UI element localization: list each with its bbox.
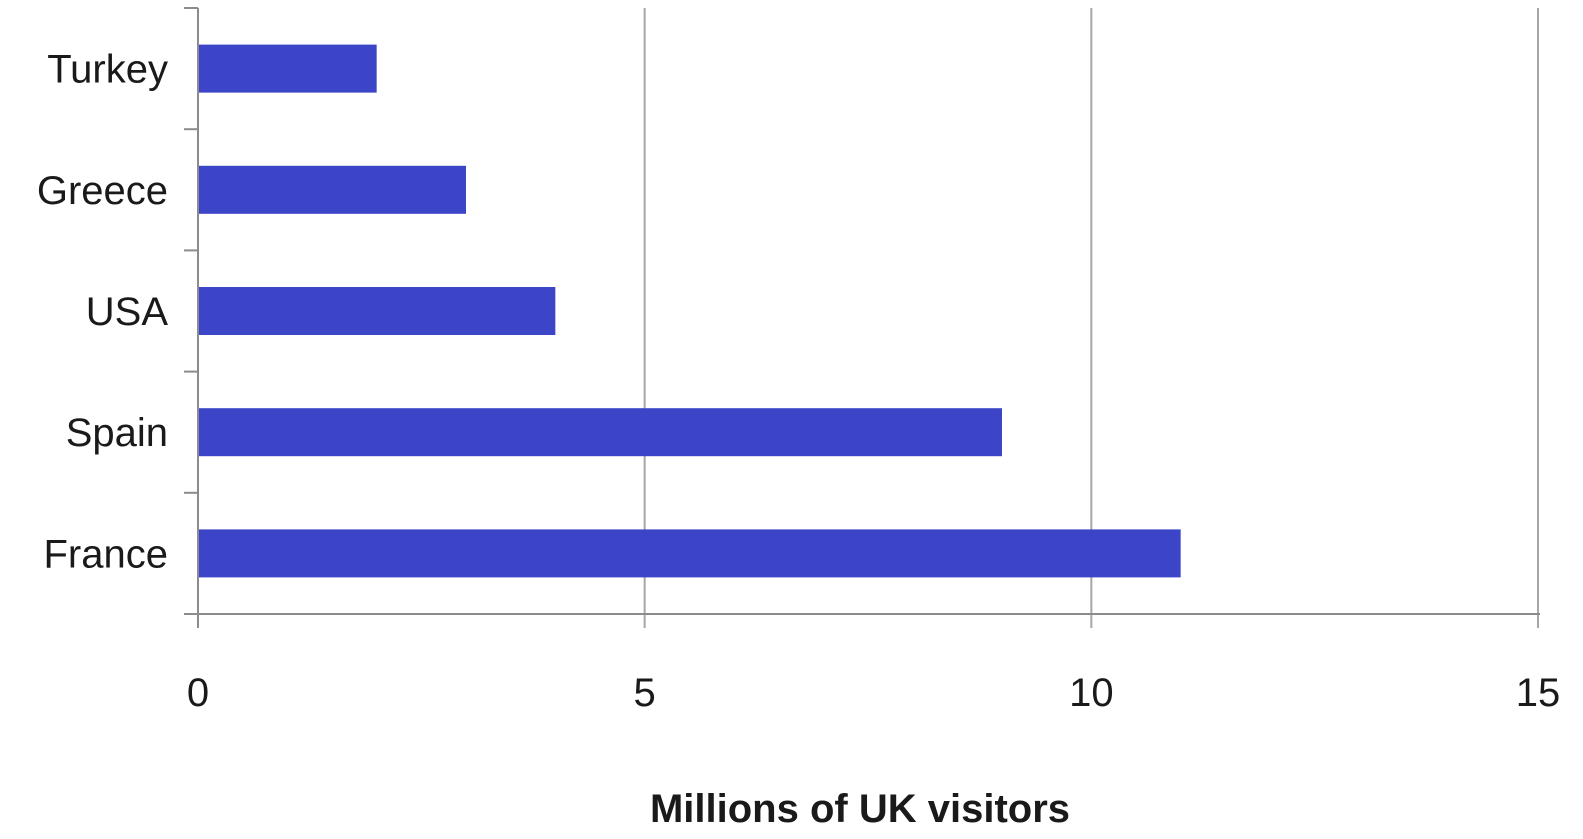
bar-france: [199, 529, 1181, 578]
bar-usa: [199, 287, 556, 335]
x-tick-label-10: 10: [1069, 671, 1114, 715]
axes: [184, 7, 1540, 628]
bar-spain: [199, 408, 1002, 457]
x-tick-label-5: 5: [634, 671, 656, 715]
gridlines: [643, 8, 1539, 628]
category-label-usa: USA: [86, 290, 169, 334]
category-label-turkey: Turkey: [47, 48, 168, 92]
x-tick-label-0: 0: [187, 671, 209, 715]
x-axis-title: Millions of UK visitors: [650, 787, 1070, 831]
category-label-spain: Spain: [66, 411, 168, 455]
category-labels: France Spain USA Greece Turkey: [37, 48, 168, 577]
x-tick-labels: 0 5 10 15: [187, 671, 1560, 715]
x-tick-label-15: 15: [1516, 671, 1561, 715]
bars: [199, 44, 1181, 578]
category-label-france: France: [44, 532, 169, 576]
bar-greece: [199, 165, 466, 214]
category-label-greece: Greece: [37, 169, 168, 213]
bar-turkey: [199, 44, 377, 93]
